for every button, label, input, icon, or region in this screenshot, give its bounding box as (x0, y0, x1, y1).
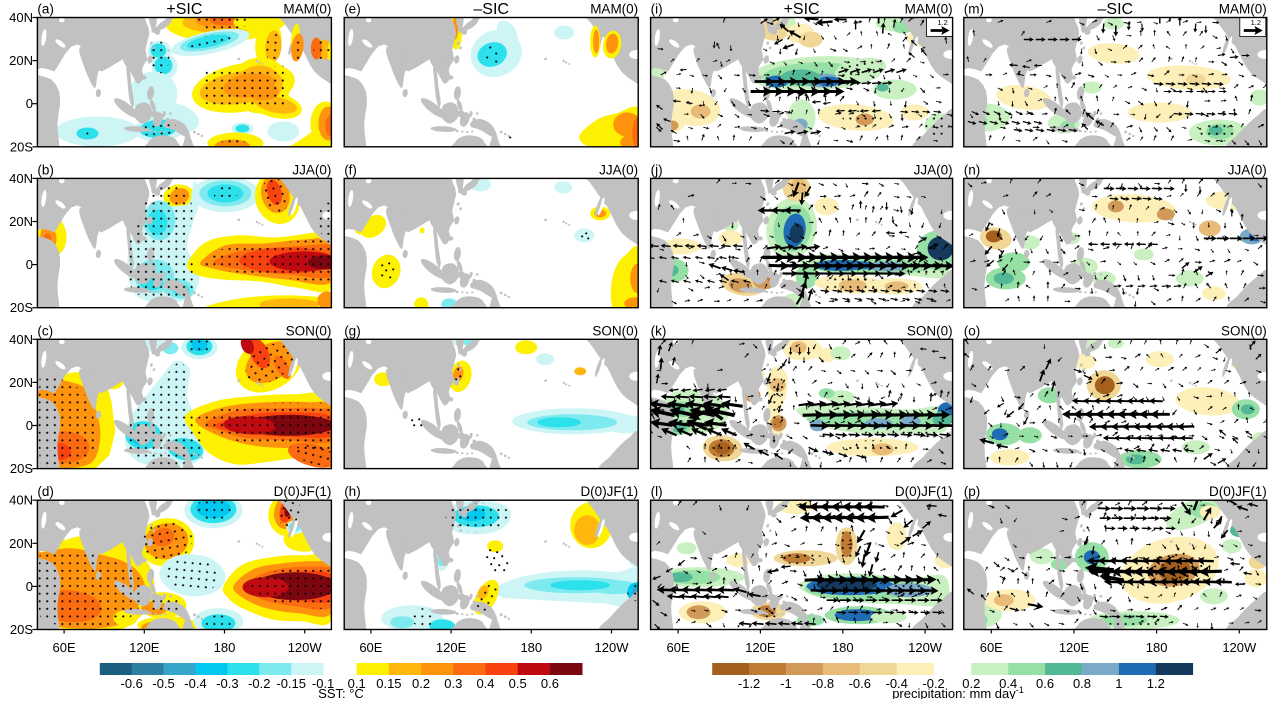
svg-text:-0.4: -0.4 (885, 676, 907, 691)
svg-text:(o): (o) (964, 323, 981, 338)
svg-text:(a): (a) (37, 2, 54, 17)
svg-text:(h): (h) (344, 484, 361, 499)
svg-text:20S: 20S (10, 461, 33, 476)
svg-text:(p): (p) (964, 484, 981, 499)
svg-text:MAM(0): MAM(0) (1219, 2, 1267, 17)
svg-text:MAM(0): MAM(0) (590, 2, 638, 17)
svg-text:120W: 120W (1222, 640, 1257, 655)
svg-text:0.6: 0.6 (541, 676, 559, 691)
svg-text:20S: 20S (10, 300, 33, 315)
svg-text:JJA(0): JJA(0) (292, 162, 331, 177)
svg-text:0.2: 0.2 (412, 676, 430, 691)
svg-text:JJA(0): JJA(0) (1228, 162, 1267, 177)
svg-text:-0.5: -0.5 (152, 676, 174, 691)
svg-text:(j): (j) (651, 162, 663, 177)
svg-text:D(0)JF(1): D(0)JF(1) (274, 484, 332, 499)
svg-text:60E: 60E (53, 640, 76, 655)
svg-text:60E: 60E (667, 640, 690, 655)
svg-text:1.2: 1.2 (1147, 676, 1165, 691)
svg-text:40N: 40N (9, 332, 33, 347)
svg-text:+SIC: +SIC (784, 1, 820, 18)
svg-text:0.1: 0.1 (348, 676, 366, 691)
svg-text:SST: °C: SST: °C (318, 686, 364, 699)
svg-text:0: 0 (26, 257, 33, 272)
svg-text:0: 0 (26, 579, 33, 594)
svg-text:MAM(0): MAM(0) (905, 2, 953, 17)
svg-text:-0.2: -0.2 (248, 676, 270, 691)
svg-text:(d): (d) (37, 484, 54, 499)
svg-text:0.4: 0.4 (476, 676, 494, 691)
svg-text:-0.15: -0.15 (276, 676, 306, 691)
svg-text:0.4: 0.4 (999, 676, 1017, 691)
svg-text:120E: 120E (129, 640, 160, 655)
svg-text:D(0)JF(1): D(0)JF(1) (1209, 484, 1267, 499)
svg-text:180: 180 (520, 640, 542, 655)
svg-text:180: 180 (832, 640, 854, 655)
svg-text:0.5: 0.5 (509, 676, 527, 691)
svg-text:40N: 40N (9, 171, 33, 186)
svg-text:-0.6: -0.6 (120, 676, 142, 691)
svg-text:SON(0): SON(0) (592, 323, 638, 338)
svg-text:JJA(0): JJA(0) (914, 162, 953, 177)
svg-text:180: 180 (1146, 640, 1168, 655)
svg-text:0: 0 (26, 418, 33, 433)
svg-text:JJA(0): JJA(0) (599, 162, 638, 177)
svg-text:(n): (n) (964, 162, 981, 177)
svg-text:-0.3: -0.3 (216, 676, 238, 691)
svg-text:+SIC: +SIC (166, 1, 202, 18)
svg-text:0: 0 (26, 96, 33, 111)
svg-text:1.2: 1.2 (1251, 18, 1261, 27)
svg-text:(e): (e) (344, 2, 361, 17)
svg-text:-1.2: -1.2 (738, 676, 760, 691)
svg-text:SON(0): SON(0) (286, 323, 332, 338)
svg-text:180: 180 (214, 640, 236, 655)
svg-text:-0.2: -0.2 (922, 676, 944, 691)
svg-text:(m): (m) (964, 2, 984, 17)
svg-text:-1: -1 (780, 676, 792, 691)
svg-text:(k): (k) (651, 323, 667, 338)
svg-text:120W: 120W (288, 640, 323, 655)
svg-text:40N: 40N (9, 493, 33, 508)
svg-text:1.2: 1.2 (937, 18, 947, 27)
svg-text:-0.1: -0.1 (312, 676, 334, 691)
svg-text:120W: 120W (595, 640, 630, 655)
svg-text:(l): (l) (651, 484, 663, 499)
svg-text:120E: 120E (1059, 640, 1090, 655)
svg-text:20N: 20N (9, 375, 33, 390)
svg-text:120E: 120E (745, 640, 776, 655)
svg-text:0.3: 0.3 (444, 676, 462, 691)
svg-text:(f): (f) (344, 162, 357, 177)
svg-text:20N: 20N (9, 536, 33, 551)
svg-text:D(0)JF(1): D(0)JF(1) (895, 484, 953, 499)
svg-text:–SIC: –SIC (1098, 1, 1134, 18)
svg-text:MAM(0): MAM(0) (283, 2, 331, 17)
svg-text:(b): (b) (37, 162, 54, 177)
svg-text:SON(0): SON(0) (907, 323, 953, 338)
svg-text:precipitation: mm day-1: precipitation: mm day-1 (892, 685, 1024, 699)
svg-text:-0.4: -0.4 (184, 676, 206, 691)
svg-text:60E: 60E (359, 640, 382, 655)
svg-text:(c): (c) (37, 323, 53, 338)
svg-text:120W: 120W (908, 640, 943, 655)
svg-text:D(0)JF(1): D(0)JF(1) (580, 484, 638, 499)
svg-text:(i): (i) (651, 2, 663, 17)
svg-text:0.15: 0.15 (376, 676, 401, 691)
svg-text:-0.6: -0.6 (849, 676, 871, 691)
svg-text:0.6: 0.6 (1036, 676, 1054, 691)
svg-text:–SIC: –SIC (473, 1, 509, 18)
svg-text:20N: 20N (9, 214, 33, 229)
svg-text:60E: 60E (980, 640, 1003, 655)
svg-text:20N: 20N (9, 53, 33, 68)
svg-text:20S: 20S (10, 139, 33, 154)
svg-text:1: 1 (1115, 676, 1122, 691)
svg-text:40N: 40N (9, 10, 33, 25)
svg-text:0.8: 0.8 (1073, 676, 1091, 691)
svg-text:(g): (g) (344, 323, 361, 338)
svg-text:20S: 20S (10, 622, 33, 637)
svg-text:-0.8: -0.8 (812, 676, 834, 691)
svg-text:0.2: 0.2 (962, 676, 980, 691)
svg-text:120E: 120E (436, 640, 467, 655)
svg-text:SON(0): SON(0) (1221, 323, 1267, 338)
